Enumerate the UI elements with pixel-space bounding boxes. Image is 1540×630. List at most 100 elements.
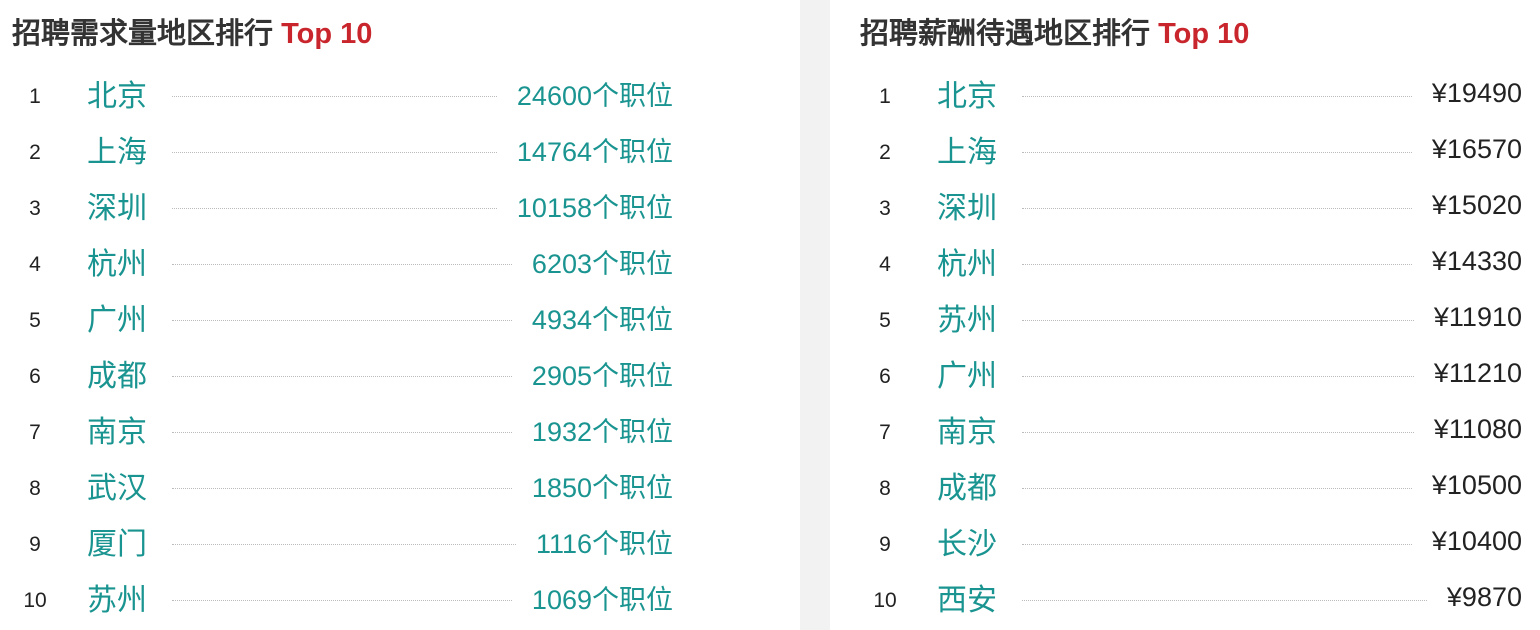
city-link[interactable]: 南京: [937, 416, 997, 449]
ranking-row: 3 深圳 10158个职位: [0, 177, 673, 233]
city-link[interactable]: 苏州: [87, 584, 147, 617]
ranking-value: 1850个职位: [531, 472, 673, 503]
dotted-leader: [172, 263, 512, 265]
ranking-row: 10 西安 ¥9870: [830, 569, 1522, 625]
ranking-value: ¥11910: [1433, 301, 1522, 332]
city-link[interactable]: 杭州: [937, 248, 997, 281]
title-highlight: Top 10: [1158, 18, 1250, 50]
dotted-leader: [172, 375, 512, 377]
rank-number: 6: [29, 365, 41, 388]
city-link[interactable]: 武汉: [87, 472, 147, 505]
city-link[interactable]: 广州: [87, 304, 147, 337]
ranking-value: ¥11080: [1433, 413, 1522, 444]
rank-number: 2: [29, 141, 41, 164]
city-link[interactable]: 深圳: [87, 192, 147, 225]
ranking-row: 10 苏州 1069个职位: [0, 569, 673, 625]
ranking-row: 4 杭州 6203个职位: [0, 233, 673, 289]
city-link[interactable]: 上海: [87, 136, 147, 169]
dotted-leader: [1022, 543, 1412, 545]
city-link[interactable]: 西安: [937, 584, 997, 617]
ranking-value: 6203个职位: [531, 248, 673, 279]
ranking-row: 4 杭州 ¥14330: [830, 233, 1522, 289]
rank-number: 9: [29, 533, 41, 556]
city-link[interactable]: 广州: [937, 360, 997, 393]
dotted-leader: [172, 95, 497, 97]
rank-number: 3: [879, 197, 891, 220]
city-link[interactable]: 成都: [937, 472, 997, 505]
ranking-row: 5 苏州 ¥11910: [830, 289, 1522, 345]
city-link[interactable]: 南京: [87, 416, 147, 449]
ranking-value: ¥11210: [1433, 357, 1522, 388]
rank-number: 4: [879, 253, 891, 276]
rank-number: 8: [29, 477, 41, 500]
rank-number: 8: [879, 477, 891, 500]
ranking-row: 2 上海 ¥16570: [830, 121, 1522, 177]
salary-ranking-panel: 招聘薪酬待遇地区排行 Top 10 1 北京 ¥19490 2 上海 ¥16570 3 深圳 ¥…: [830, 0, 1540, 630]
ranking-row: 8 武汉 1850个职位: [0, 457, 673, 513]
demand-ranking-title: 招聘需求量地区排行 Top 10: [12, 10, 372, 52]
rank-number: 1: [879, 85, 891, 108]
city-link[interactable]: 长沙: [937, 528, 997, 561]
ranking-row: 5 广州 4934个职位: [0, 289, 673, 345]
ranking-value: 10158个职位: [516, 192, 673, 223]
ranking-value: ¥15020: [1431, 189, 1522, 220]
city-link[interactable]: 北京: [937, 80, 997, 113]
rank-number: 7: [29, 421, 41, 444]
city-link[interactable]: 深圳: [937, 192, 997, 225]
rank-number: 10: [23, 589, 47, 612]
rank-number: 5: [879, 309, 891, 332]
ranking-row: 9 长沙 ¥10400: [830, 513, 1522, 569]
rank-number: 9: [879, 533, 891, 556]
city-link[interactable]: 杭州: [87, 248, 147, 281]
rank-number: 4: [29, 253, 41, 276]
salary-ranking-title: 招聘薪酬待遇地区排行 Top 10: [860, 10, 1249, 52]
title-highlight: Top 10: [281, 18, 373, 50]
ranking-value: 14764个职位: [516, 136, 673, 167]
ranking-row: 3 深圳 ¥15020: [830, 177, 1522, 233]
ranking-value: 1116个职位: [535, 528, 673, 559]
city-link[interactable]: 北京: [87, 80, 147, 113]
dotted-leader: [1022, 263, 1412, 265]
ranking-value: ¥16570: [1431, 133, 1522, 164]
dotted-leader: [172, 431, 512, 433]
dotted-leader: [172, 207, 497, 209]
ranking-value: 2905个职位: [531, 360, 673, 391]
salary-ranking-list: 1 北京 ¥19490 2 上海 ¥16570 3 深圳 ¥15020 4 杭州 ¥14330 5 苏州 ¥…: [830, 65, 1522, 625]
dotted-leader: [1022, 599, 1427, 601]
dotted-leader: [172, 319, 512, 321]
city-link[interactable]: 成都: [87, 360, 147, 393]
title-text: 招聘需求量地区排行: [12, 18, 274, 50]
dotted-leader: [1022, 375, 1414, 377]
ranking-value: 1069个职位: [531, 584, 673, 615]
dotted-leader: [1022, 431, 1414, 433]
dotted-leader: [1022, 319, 1414, 321]
ranking-value: 1932个职位: [531, 416, 673, 447]
ranking-row: 7 南京 1932个职位: [0, 401, 673, 457]
demand-ranking-list: 1 北京 24600个职位 2 上海 14764个职位 3 深圳 10158个职位 4 杭州 6203…: [0, 65, 673, 625]
ranking-value: 4934个职位: [531, 304, 673, 335]
ranking-row: 7 南京 ¥11080: [830, 401, 1522, 457]
demand-ranking-panel: 招聘需求量地区排行 Top 10 1 北京 24600个职位 2 上海 14764个职位 3…: [0, 0, 800, 630]
city-link[interactable]: 厦门: [87, 528, 147, 561]
rank-number: 7: [879, 421, 891, 444]
rank-number: 1: [29, 85, 41, 108]
dotted-leader: [1022, 151, 1412, 153]
city-link[interactable]: 苏州: [937, 304, 997, 337]
ranking-row: 1 北京 24600个职位: [0, 65, 673, 121]
ranking-row: 2 上海 14764个职位: [0, 121, 673, 177]
city-link[interactable]: 上海: [937, 136, 997, 169]
dotted-leader: [172, 151, 497, 153]
dotted-leader: [172, 487, 512, 489]
ranking-value: ¥19490: [1431, 77, 1522, 108]
rank-number: 6: [879, 365, 891, 388]
dotted-leader: [1022, 207, 1412, 209]
ranking-value: ¥9870: [1446, 581, 1522, 612]
ranking-row: 6 成都 2905个职位: [0, 345, 673, 401]
ranking-row: 1 北京 ¥19490: [830, 65, 1522, 121]
rank-number: 2: [879, 141, 891, 164]
ranking-value: ¥10400: [1431, 525, 1522, 556]
dotted-leader: [172, 599, 512, 601]
ranking-value: ¥14330: [1431, 245, 1522, 276]
dotted-leader: [172, 543, 516, 545]
dotted-leader: [1022, 487, 1412, 489]
